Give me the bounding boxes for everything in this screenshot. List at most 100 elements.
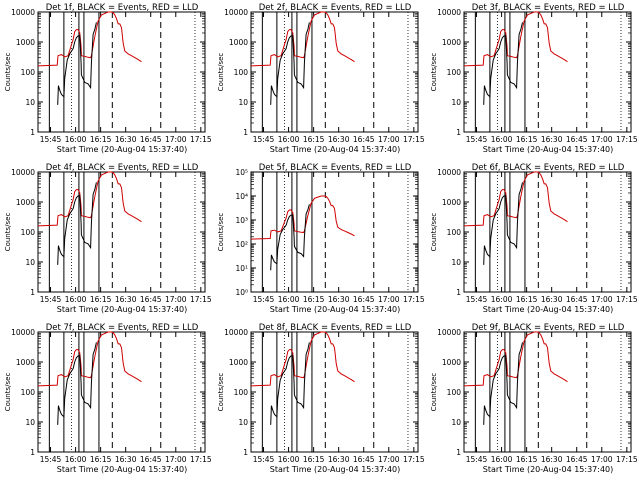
x-tick-label: 16:45 xyxy=(140,455,162,464)
x-tick-label: 16:45 xyxy=(353,135,375,144)
series-events-line xyxy=(57,182,97,265)
y-tick-label: 10000 xyxy=(437,8,461,17)
y-tick-label: 1 xyxy=(243,128,248,137)
x-tick-label: 15:45 xyxy=(40,455,62,464)
y-tick-label: 1000 xyxy=(16,38,35,47)
x-tick-label: 16:00 xyxy=(278,455,300,464)
x-tick-label: 16:00 xyxy=(65,135,87,144)
x-tick-label: 16:30 xyxy=(115,455,137,464)
x-tick-label: 17:00 xyxy=(591,455,613,464)
x-tick-label: 15:45 xyxy=(40,135,62,144)
series-events-line xyxy=(483,182,523,265)
y-axis-label: Counts/sec xyxy=(430,373,438,412)
series-events-line xyxy=(270,342,310,425)
panel-5: Det 5f, BLACK = Events, RED = LLD 10⁰ 10¹ 1… xyxy=(217,163,425,314)
x-axis-label: Start Time (20-Aug-04 15:37:40) xyxy=(57,305,188,314)
x-tick-label: 16:45 xyxy=(566,295,588,304)
series-lld-line xyxy=(37,331,142,387)
panel-title: Det 5f, BLACK = Events, RED = LLD xyxy=(259,163,412,173)
x-tick-label: 16:30 xyxy=(328,135,350,144)
x-tick-label: 16:45 xyxy=(566,455,588,464)
plot-frame xyxy=(250,171,419,293)
y-tick-label: 10² xyxy=(235,240,248,249)
y-tick-label: 10000 xyxy=(224,328,248,337)
series-lld-line xyxy=(37,11,142,67)
x-axis-label: Start Time (20-Aug-04 15:37:40) xyxy=(270,465,401,474)
y-tick-label: 10000 xyxy=(11,168,35,177)
x-tick-label: 16:00 xyxy=(65,295,87,304)
x-tick-label: 16:00 xyxy=(491,455,513,464)
x-tick-label: 16:15 xyxy=(303,135,325,144)
x-tick-label: 16:45 xyxy=(140,295,162,304)
series-events-line xyxy=(483,22,523,105)
y-tick-label: 100 xyxy=(21,388,36,397)
panel-title: Det 6f, BLACK = Events, RED = LLD xyxy=(472,163,625,173)
series-events-line xyxy=(483,342,523,425)
x-tick-label: 16:30 xyxy=(328,455,350,464)
y-tick-label: 10 xyxy=(25,418,35,427)
x-tick-label: 17:15 xyxy=(403,135,425,144)
panel-title: Det 7f, BLACK = Events, RED = LLD xyxy=(46,323,199,333)
x-tick-label: 16:30 xyxy=(541,135,563,144)
x-tick-label: 16:15 xyxy=(90,135,112,144)
y-tick-label: 1000 xyxy=(16,358,35,367)
y-tick-label: 1000 xyxy=(16,198,35,207)
panel-6: Det 6f, BLACK = Events, RED = LLD 1 10 100 1… xyxy=(430,163,638,314)
panel-title: Det 2f, BLACK = Events, RED = LLD xyxy=(259,3,412,13)
series-lld-line xyxy=(463,331,568,387)
panel-8: Det 8f, BLACK = Events, RED = LLD 1 10 100 1… xyxy=(217,323,425,474)
y-tick-label: 10¹ xyxy=(235,264,248,273)
x-tick-label: 16:00 xyxy=(278,295,300,304)
y-tick-label: 10000 xyxy=(224,8,248,17)
x-tick-label: 16:15 xyxy=(90,455,112,464)
y-tick-label: 10⁰ xyxy=(235,288,248,297)
series-lld-line xyxy=(250,331,355,387)
panel-7: Det 7f, BLACK = Events, RED = LLD 1 10 100 1… xyxy=(4,323,212,474)
x-axis-label: Start Time (20-Aug-04 15:37:40) xyxy=(57,465,188,474)
x-tick-label: 17:15 xyxy=(616,135,638,144)
y-tick-label: 1000 xyxy=(442,198,461,207)
x-tick-label: 17:15 xyxy=(190,455,212,464)
x-tick-label: 15:45 xyxy=(466,455,488,464)
panel-3: Det 3f, BLACK = Events, RED = LLD 1 10 100 1… xyxy=(430,3,638,154)
y-tick-label: 10000 xyxy=(11,328,35,337)
y-tick-label: 100 xyxy=(447,388,462,397)
x-tick-label: 17:00 xyxy=(165,135,187,144)
y-axis-label: Counts/sec xyxy=(4,213,12,252)
y-tick-label: 10³ xyxy=(235,216,248,225)
x-tick-label: 17:15 xyxy=(403,295,425,304)
y-tick-label: 1 xyxy=(30,128,35,137)
y-tick-label: 10⁵ xyxy=(235,168,248,177)
series-events-line xyxy=(270,204,310,271)
x-tick-label: 16:30 xyxy=(541,455,563,464)
y-tick-label: 100 xyxy=(447,228,462,237)
x-axis-label: Start Time (20-Aug-04 15:37:40) xyxy=(483,465,614,474)
y-tick-label: 1 xyxy=(456,448,461,457)
panel-1: Det 1f, BLACK = Events, RED = LLD 1 10 100 1… xyxy=(4,3,212,154)
x-axis-label: Start Time (20-Aug-04 15:37:40) xyxy=(483,305,614,314)
x-tick-label: 17:00 xyxy=(165,455,187,464)
y-tick-label: 1000 xyxy=(229,358,248,367)
y-axis-label: Counts/sec xyxy=(4,53,12,92)
series-events-line xyxy=(57,342,97,425)
y-tick-label: 1000 xyxy=(442,38,461,47)
x-tick-label: 17:15 xyxy=(403,455,425,464)
panel-9: Det 9f, BLACK = Events, RED = LLD 1 10 100 1… xyxy=(430,323,638,474)
x-tick-label: 15:45 xyxy=(253,295,275,304)
x-tick-label: 17:15 xyxy=(190,295,212,304)
series-lld-line xyxy=(463,11,568,67)
y-tick-label: 10⁴ xyxy=(235,192,248,201)
x-tick-label: 15:45 xyxy=(253,455,275,464)
x-tick-label: 16:15 xyxy=(516,295,538,304)
x-tick-label: 16:00 xyxy=(278,135,300,144)
y-tick-label: 100 xyxy=(234,68,249,77)
y-tick-label: 1 xyxy=(456,288,461,297)
y-tick-label: 100 xyxy=(21,68,36,77)
x-tick-label: 16:00 xyxy=(491,295,513,304)
y-tick-label: 10 xyxy=(238,98,248,107)
panel-4: Det 4f, BLACK = Events, RED = LLD 1 10 100 1… xyxy=(4,163,212,314)
y-tick-label: 100 xyxy=(21,228,36,237)
y-tick-label: 10 xyxy=(25,258,35,267)
x-tick-label: 17:00 xyxy=(378,295,400,304)
